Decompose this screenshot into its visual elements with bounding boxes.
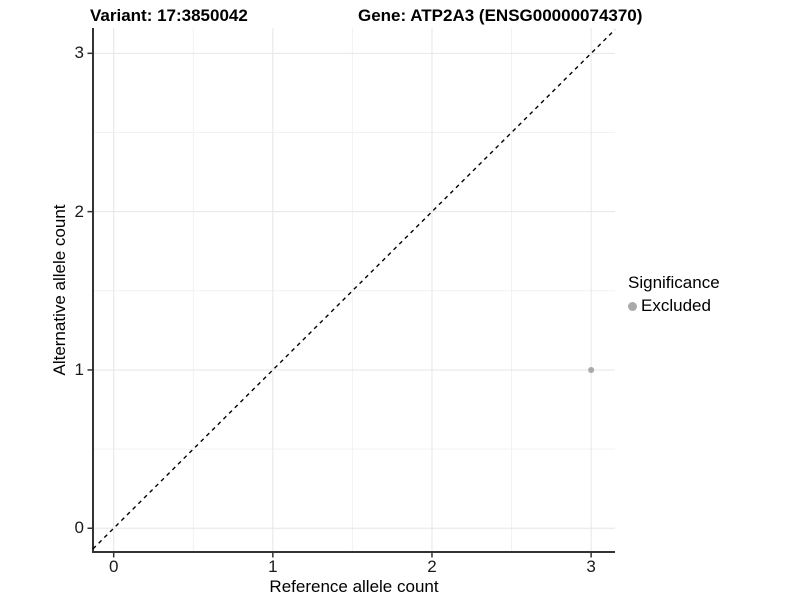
legend: Significance Excluded (628, 273, 720, 316)
plot-title-variant: Variant: 17:3850042 (90, 6, 248, 25)
legend-item-excluded: Excluded (628, 296, 720, 316)
y-tick-label: 2 (74, 201, 84, 221)
x-tick-label: 1 (268, 557, 278, 576)
x-axis-title: Reference allele count (269, 577, 439, 596)
y-axis-title: Alternative allele count (50, 204, 69, 376)
y-tick-label: 1 (74, 359, 84, 379)
plot-title-gene: Gene: ATP2A3 (ENSG00000074370) (358, 6, 643, 25)
legend-key-dot-icon (628, 301, 637, 311)
x-tick-label: 3 (586, 557, 596, 576)
identity-line (92, 29, 616, 550)
y-tick-label: 3 (74, 43, 84, 63)
y-tick-label: 0 (74, 518, 84, 538)
legend-item-label: Excluded (641, 296, 711, 315)
data-point-excluded (588, 366, 595, 373)
x-tick-label: 2 (427, 557, 437, 576)
x-tick-label: 0 (108, 557, 119, 576)
legend-title: Significance (628, 273, 720, 292)
